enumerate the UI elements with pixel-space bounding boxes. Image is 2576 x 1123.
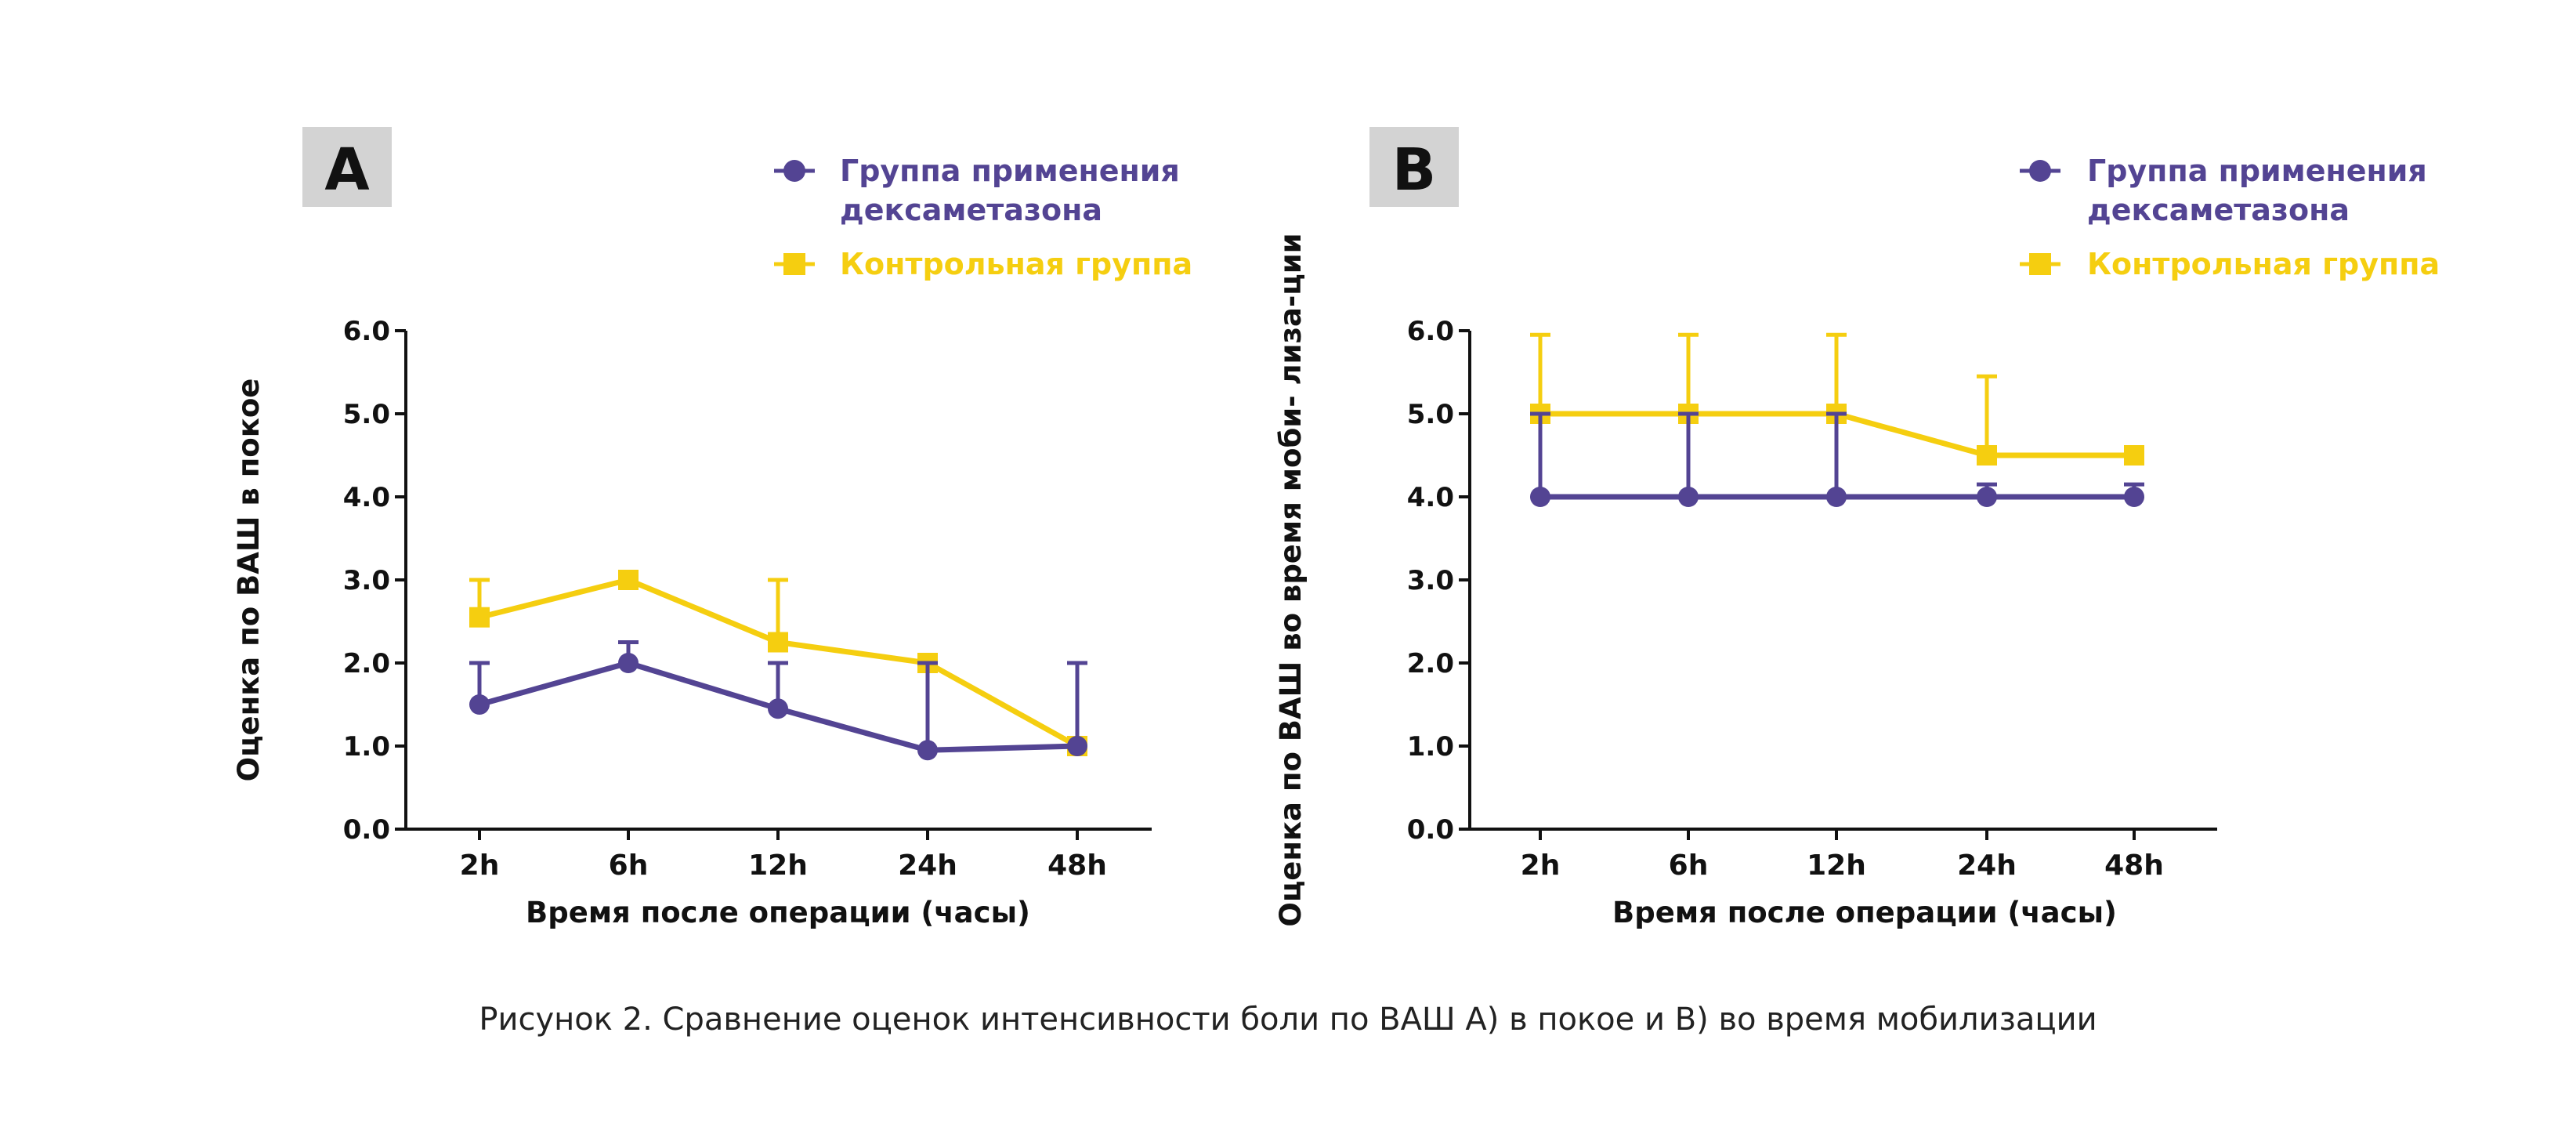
- legend-label: Контрольная группа: [840, 247, 1192, 281]
- y-tick-label: 6.0: [1407, 316, 1454, 347]
- y-tick-label: 1.0: [1407, 731, 1454, 763]
- y-tick-label: 4.0: [343, 482, 390, 513]
- legend-label: дексаметазона: [840, 193, 1102, 227]
- y-tick-label: 0.0: [343, 814, 390, 846]
- legend-label: дексаметазона: [2087, 193, 2350, 227]
- panel-tag-background: [302, 127, 392, 207]
- data-point: [768, 698, 788, 719]
- legend: Группа применения дексаметазона Контрольна…: [774, 154, 1192, 281]
- x-axis-title: Время после операции (часы): [1612, 896, 2117, 929]
- data-point: [469, 694, 490, 715]
- data-point: [618, 570, 639, 590]
- legend-label: Контрольная группа: [2087, 247, 2440, 281]
- y-tick-label: 5.0: [343, 399, 390, 430]
- y-tick-label: 2.0: [343, 648, 390, 679]
- y-tick-label: 0.0: [1407, 814, 1454, 846]
- data-point: [1678, 487, 1699, 507]
- x-tick-label: 6h: [1669, 849, 1709, 882]
- series-dexamethasone: [1530, 411, 2144, 507]
- legend: Группа применения дексаметазона Контрольна…: [2020, 154, 2440, 281]
- data-point: [768, 632, 788, 653]
- y-tick-label: 1.0: [343, 731, 390, 763]
- panel-tag-label: A: [324, 136, 369, 204]
- data-point: [618, 653, 639, 673]
- legend-label: Группа применения: [2087, 154, 2427, 188]
- x-tick-label: 48h: [2104, 849, 2164, 882]
- legend-marker-square: [2029, 253, 2051, 275]
- x-axis-title: Время после операции (часы): [526, 896, 1030, 929]
- x-tick-label: 48h: [1047, 849, 1107, 882]
- x-tick-label: 24h: [1957, 849, 2017, 882]
- x-tick-label: 6h: [609, 849, 649, 882]
- x-tick-label: 12h: [748, 849, 808, 882]
- data-point: [1826, 487, 1847, 507]
- legend-label: Группа применения: [840, 154, 1180, 188]
- data-point: [917, 740, 938, 761]
- chart-panel-b: B 0.0 1.0 2.0 3.0 4.0 5.0 6.0 2h 6h 12h 24h 48h Время…: [1274, 127, 2440, 929]
- figure-caption: Рисунок 2. Сравнение оценок интенсивност…: [479, 1002, 2097, 1038]
- panel-tag-background: [1369, 127, 1459, 207]
- x-tick-label: 2h: [460, 849, 500, 882]
- legend-marker-circle: [2029, 160, 2051, 182]
- x-tick-label: 24h: [898, 849, 957, 882]
- legend-marker-square: [783, 253, 805, 275]
- data-point: [1977, 445, 1997, 466]
- y-tick-label: 6.0: [343, 316, 390, 347]
- data-point: [1530, 487, 1550, 507]
- y-tick-label: 3.0: [1407, 565, 1454, 596]
- data-point: [2124, 487, 2144, 507]
- y-tick-label: 2.0: [1407, 648, 1454, 679]
- y-tick-label: 3.0: [343, 565, 390, 596]
- series-dexamethasone: [469, 640, 1087, 761]
- data-point: [469, 607, 490, 628]
- data-point: [1067, 736, 1087, 756]
- data-point: [1977, 487, 1997, 507]
- chart-panel-a: A 0.0 1.0 2.0 3.0 4.0 5.0 6.0 2h 6h 12h 24h 48h Время…: [232, 127, 1192, 929]
- panel-tag-label: B: [1392, 136, 1436, 204]
- legend-marker-circle: [783, 160, 805, 182]
- y-axis-title: Оценка по ВАШ во время моби- лиза-ции: [1274, 233, 1308, 926]
- y-tick-label: 5.0: [1407, 399, 1454, 430]
- data-point: [2124, 445, 2144, 466]
- y-tick-label: 4.0: [1407, 482, 1454, 513]
- x-tick-label: 2h: [1521, 849, 1561, 882]
- x-tick-label: 12h: [1807, 849, 1866, 882]
- y-axis-title: Оценка по ВАШ в покое: [232, 379, 266, 782]
